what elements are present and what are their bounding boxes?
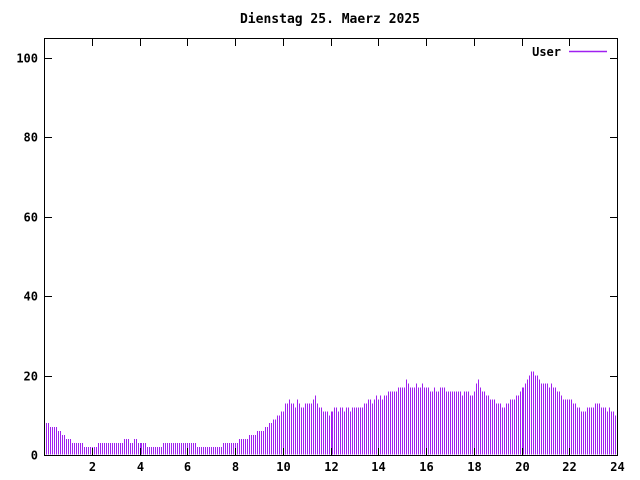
y-tick-label: 40 [24, 290, 38, 304]
legend-label: User [532, 45, 561, 59]
x-tick-label: 12 [324, 460, 338, 474]
x-tick-label: 4 [137, 460, 144, 474]
x-tick-label: 8 [232, 460, 239, 474]
bars-layer [46, 371, 618, 455]
y-tick-label: 0 [31, 449, 38, 463]
y-tick-label: 80 [24, 131, 38, 145]
x-tick-label: 14 [371, 460, 385, 474]
y-tick-label: 20 [24, 370, 38, 384]
x-tick-label: 2 [89, 460, 96, 474]
x-tick-label: 22 [562, 460, 576, 474]
x-tick-label: 10 [276, 460, 290, 474]
x-tick-label: 24 [610, 460, 624, 474]
x-tick-label: 6 [184, 460, 191, 474]
chart-title: Dienstag 25. Maerz 2025 [240, 12, 420, 27]
x-tick-label: 18 [467, 460, 481, 474]
y-tick-label: 100 [16, 52, 38, 66]
x-tick-label: 16 [419, 460, 433, 474]
x-tick-label: 20 [515, 460, 529, 474]
y-tick-label: 60 [24, 211, 38, 225]
plot-border [44, 38, 618, 456]
